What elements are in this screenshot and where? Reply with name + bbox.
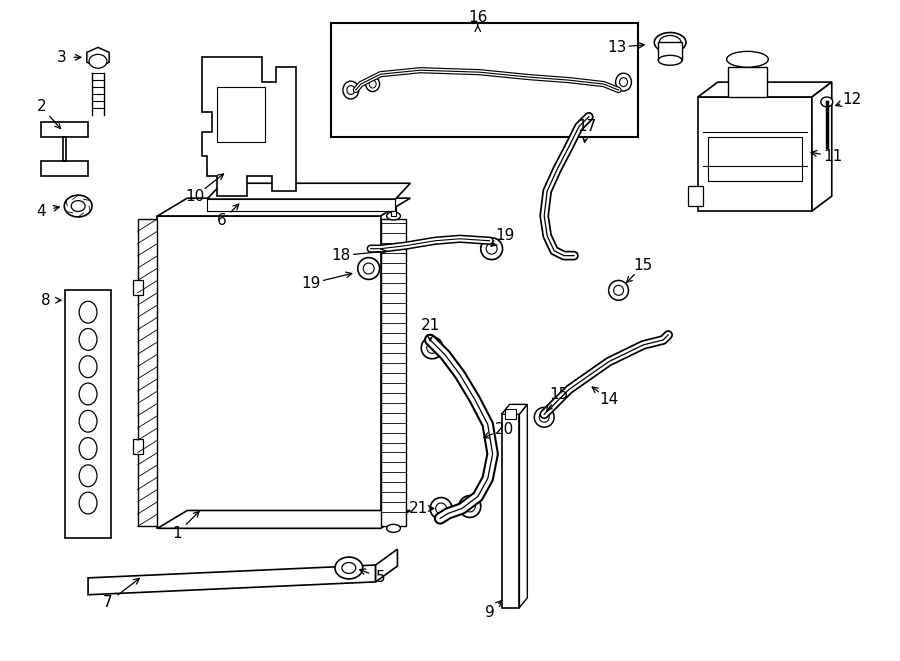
Text: 20: 20 bbox=[495, 422, 514, 437]
Bar bbox=[391, 207, 397, 216]
Bar bbox=[727, 67, 768, 97]
Ellipse shape bbox=[79, 492, 97, 514]
Ellipse shape bbox=[619, 77, 627, 87]
Text: 12: 12 bbox=[842, 93, 861, 108]
Polygon shape bbox=[132, 280, 142, 295]
Text: 19: 19 bbox=[495, 228, 514, 243]
Ellipse shape bbox=[79, 438, 97, 459]
Polygon shape bbox=[501, 414, 519, 607]
Polygon shape bbox=[207, 199, 395, 211]
Ellipse shape bbox=[616, 73, 632, 91]
Polygon shape bbox=[158, 216, 381, 528]
Ellipse shape bbox=[79, 301, 97, 323]
Text: 18: 18 bbox=[331, 248, 350, 263]
Ellipse shape bbox=[79, 410, 97, 432]
Polygon shape bbox=[207, 183, 410, 199]
Text: 15: 15 bbox=[634, 258, 653, 273]
Ellipse shape bbox=[486, 243, 497, 254]
Polygon shape bbox=[519, 405, 527, 607]
Ellipse shape bbox=[79, 465, 97, 486]
Ellipse shape bbox=[659, 36, 681, 50]
Polygon shape bbox=[202, 58, 296, 196]
Polygon shape bbox=[41, 122, 88, 176]
Ellipse shape bbox=[821, 97, 833, 107]
Bar bbox=[505, 409, 517, 419]
Text: 5: 5 bbox=[376, 570, 385, 586]
Text: 7: 7 bbox=[104, 595, 112, 610]
Ellipse shape bbox=[342, 563, 356, 574]
Ellipse shape bbox=[427, 342, 437, 354]
Ellipse shape bbox=[464, 501, 475, 512]
Text: 21: 21 bbox=[409, 501, 428, 516]
Text: 11: 11 bbox=[824, 149, 842, 164]
Ellipse shape bbox=[64, 195, 92, 217]
Bar bbox=[658, 42, 682, 60]
Ellipse shape bbox=[365, 77, 380, 91]
Polygon shape bbox=[375, 549, 398, 582]
Text: 21: 21 bbox=[420, 317, 440, 332]
Ellipse shape bbox=[346, 85, 355, 95]
Text: 19: 19 bbox=[302, 276, 321, 291]
Bar bbox=[707, 137, 802, 181]
Ellipse shape bbox=[386, 212, 400, 220]
Ellipse shape bbox=[343, 81, 359, 99]
Text: 16: 16 bbox=[468, 10, 488, 25]
Polygon shape bbox=[812, 82, 832, 211]
Text: 17: 17 bbox=[577, 119, 597, 134]
Polygon shape bbox=[381, 219, 407, 526]
Ellipse shape bbox=[459, 496, 481, 518]
Ellipse shape bbox=[89, 54, 107, 68]
Ellipse shape bbox=[430, 498, 452, 520]
Bar bbox=[688, 186, 703, 206]
Text: 9: 9 bbox=[485, 605, 494, 620]
Text: 14: 14 bbox=[599, 392, 618, 407]
Ellipse shape bbox=[79, 329, 97, 350]
Polygon shape bbox=[138, 219, 157, 526]
Polygon shape bbox=[698, 82, 832, 97]
Polygon shape bbox=[698, 97, 812, 211]
Text: 8: 8 bbox=[40, 293, 50, 308]
Text: 3: 3 bbox=[57, 50, 67, 65]
Ellipse shape bbox=[654, 32, 686, 52]
Ellipse shape bbox=[658, 56, 682, 65]
Ellipse shape bbox=[436, 503, 446, 514]
Bar bbox=[66, 290, 111, 538]
Ellipse shape bbox=[726, 52, 769, 67]
Ellipse shape bbox=[369, 80, 376, 88]
Ellipse shape bbox=[386, 524, 400, 532]
Ellipse shape bbox=[608, 280, 628, 300]
Ellipse shape bbox=[421, 337, 443, 359]
Ellipse shape bbox=[335, 557, 363, 579]
Ellipse shape bbox=[539, 412, 549, 422]
Ellipse shape bbox=[481, 238, 502, 260]
Polygon shape bbox=[88, 565, 375, 595]
Bar bbox=[217, 87, 265, 141]
Text: 4: 4 bbox=[37, 204, 46, 219]
Polygon shape bbox=[158, 198, 410, 216]
Text: 10: 10 bbox=[185, 188, 205, 204]
Polygon shape bbox=[86, 48, 109, 67]
Text: 1: 1 bbox=[173, 525, 182, 541]
Ellipse shape bbox=[364, 263, 374, 274]
Ellipse shape bbox=[71, 200, 86, 212]
Ellipse shape bbox=[535, 407, 554, 427]
Text: 13: 13 bbox=[607, 40, 626, 55]
Text: 6: 6 bbox=[217, 214, 227, 229]
Bar bbox=[331, 22, 638, 137]
Text: 15: 15 bbox=[550, 387, 569, 402]
Text: 2: 2 bbox=[37, 99, 46, 114]
Ellipse shape bbox=[79, 383, 97, 405]
Polygon shape bbox=[158, 510, 410, 528]
Ellipse shape bbox=[614, 286, 624, 295]
Polygon shape bbox=[132, 439, 142, 454]
Polygon shape bbox=[501, 405, 527, 414]
Ellipse shape bbox=[79, 356, 97, 377]
Ellipse shape bbox=[358, 258, 380, 280]
